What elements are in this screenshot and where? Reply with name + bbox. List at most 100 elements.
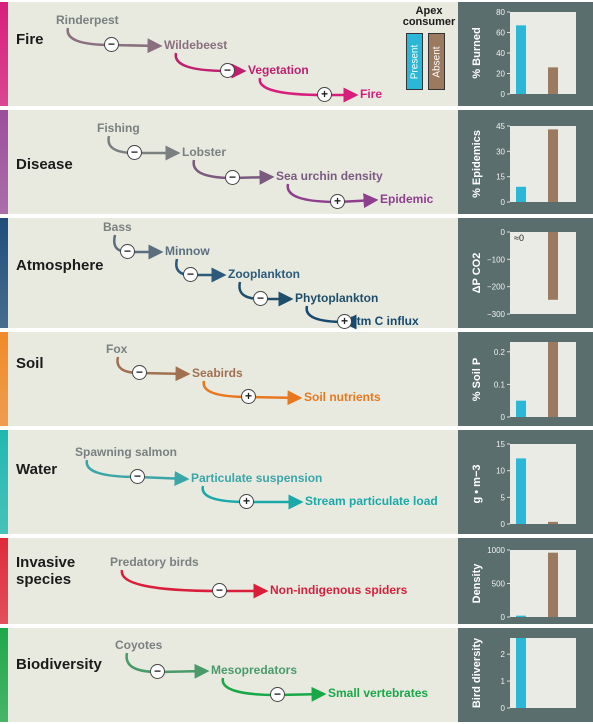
- node-label: Seabirds: [192, 366, 243, 380]
- interaction-arrow: [116, 356, 191, 382]
- y-axis-label: g • m−3: [471, 464, 483, 503]
- panel-diagram: [0, 430, 458, 534]
- y-tick-label: 0: [501, 613, 506, 622]
- y-tick-label: 0: [501, 413, 506, 422]
- node-label: Soil nutrients: [304, 390, 381, 404]
- node-label: Non-indigenous spiders: [270, 583, 408, 597]
- y-axis-label: Density: [471, 563, 483, 604]
- negative-effect-sign: −: [120, 244, 135, 259]
- food-chain-arrows: [66, 27, 359, 103]
- panel-invasive-species: Invasive species Predatory birds Non-indig…: [0, 538, 593, 624]
- y-tick-label: −100: [487, 255, 506, 264]
- interaction-arrow: [120, 569, 269, 599]
- bar-chart: 0 500 1000 Density: [471, 546, 576, 622]
- bar-absent: [548, 232, 558, 300]
- node-label: Bass: [103, 220, 132, 234]
- positive-effect-sign: +: [330, 194, 345, 209]
- node-label: Small vertebrates: [328, 686, 429, 700]
- y-axis-label: % Burned: [471, 27, 483, 78]
- node-label: Lobster: [182, 145, 227, 159]
- food-chain-arrows: [107, 135, 379, 209]
- interaction-arrow: [258, 77, 359, 103]
- panel-atmosphere: Atmosphere Bass Minnow Zooplankton Phytoplan…: [0, 218, 593, 330]
- negative-effect-sign: −: [150, 664, 165, 679]
- panel-diagram: [0, 2, 458, 106]
- node-label: Stream particulate load: [305, 494, 438, 508]
- negative-effect-sign: −: [253, 291, 268, 306]
- panel-color-strip: [0, 332, 8, 426]
- negative-effect-sign: −: [132, 365, 147, 380]
- panel-diagram: [0, 332, 458, 426]
- y-tick-label: 5: [501, 493, 506, 502]
- node-label: Mesopredators: [211, 663, 298, 677]
- node-label: Particulate suspension: [191, 471, 323, 485]
- panel-soil: Soil Fox Seabirds Soil nutrients − +0 0.1 0.2 % …: [0, 332, 593, 426]
- node-label: Fire: [360, 87, 383, 101]
- y-tick-label: 10: [496, 467, 505, 476]
- negative-effect-sign: −: [212, 583, 227, 598]
- bar-absent: [548, 521, 558, 524]
- panel-water: Water Spawning salmon Particulate suspensi…: [0, 430, 593, 534]
- panel-title: Water: [16, 461, 58, 478]
- legend-present: Present: [406, 33, 423, 90]
- negative-effect-sign: −: [183, 267, 198, 282]
- y-tick-label: 60: [496, 29, 505, 38]
- positive-effect-sign: +: [317, 87, 332, 102]
- panel-title: Fire: [16, 31, 44, 48]
- interaction-arrow: [125, 652, 210, 679]
- negative-effect-sign: −: [127, 145, 142, 160]
- node-label: Fox: [106, 342, 128, 356]
- node-label: Predatory birds: [110, 555, 199, 569]
- bar-present: [516, 458, 526, 524]
- bar-chart: 0 15 30 45 % Epidemics: [471, 122, 576, 207]
- legend-absent-label: Absent: [431, 45, 442, 78]
- node-label: Zooplankton: [228, 267, 300, 281]
- y-tick-label: 30: [496, 147, 505, 156]
- food-chain-arrows: [120, 569, 269, 599]
- panel-disease: Disease Fishing Lobster Sea urchin density E…: [0, 110, 593, 214]
- y-tick-label: 0.1: [494, 380, 506, 389]
- bar-absent: [548, 67, 558, 94]
- node-label: Rinderpest: [56, 13, 119, 27]
- panel-color-strip: [0, 430, 8, 534]
- chart-annotation: ≈0: [514, 233, 524, 243]
- bar-absent: [548, 552, 558, 617]
- positive-effect-sign: +: [241, 389, 256, 404]
- node-label: Coyotes: [115, 638, 163, 652]
- y-tick-label: 20: [496, 70, 505, 79]
- panel-fire: Fire Rinderpest Wildebeest Vegetation Fire − −…: [0, 2, 593, 106]
- panel-color-strip: [0, 110, 8, 214]
- interaction-arrow: [107, 135, 181, 161]
- bar-present: [516, 638, 526, 708]
- panel-title: Atmosphere: [16, 257, 104, 274]
- y-axis-label: Bird diversity: [471, 637, 483, 708]
- panel-color-strip: [0, 628, 8, 722]
- panel-color-strip: [0, 218, 8, 328]
- panel-title: Disease: [16, 156, 73, 173]
- legend-absent: Absent: [428, 33, 445, 90]
- node-label: Minnow: [165, 244, 210, 258]
- panel-biodiversity: Biodiversity Coyotes Mesopredators Small ve…: [0, 628, 593, 722]
- bar-chart: 0 −100 −200 −300 ΔP CO2 ≈0: [471, 228, 576, 319]
- node-label: Atm C influx: [348, 314, 419, 328]
- panel-diagram: [0, 538, 458, 624]
- bar-chart: 0 0.1 0.2 % Soil P: [471, 342, 576, 422]
- panel-diagram: [0, 628, 458, 722]
- y-tick-label: 15: [496, 173, 505, 182]
- positive-effect-sign: +: [337, 314, 352, 329]
- node-label: Sea urchin density: [276, 169, 383, 183]
- y-tick-label: −200: [487, 283, 506, 292]
- y-tick-label: 80: [496, 8, 505, 17]
- y-tick-label: 0: [501, 704, 506, 713]
- node-label: Epidemic: [380, 192, 434, 206]
- node-label: Wildebeest: [164, 38, 228, 52]
- bar-chart: 0 20 40 60 80 % Burned: [471, 8, 576, 99]
- node-label: Spawning salmon: [75, 445, 178, 459]
- y-tick-label: 0: [501, 520, 506, 529]
- node-label: Vegetation: [248, 63, 309, 77]
- bar-chart: 0 5 10 15 g • m−3: [471, 440, 576, 529]
- negative-effect-sign: −: [130, 469, 145, 484]
- negative-effect-sign: −: [220, 63, 235, 78]
- panel-color-strip: [0, 538, 8, 624]
- panel-title: Biodiversity: [16, 656, 102, 673]
